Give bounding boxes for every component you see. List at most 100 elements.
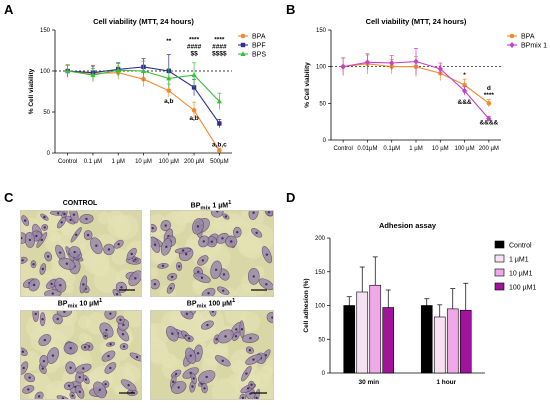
y-tick-label: 50 bbox=[318, 337, 325, 343]
significance-annotation: * bbox=[463, 72, 466, 79]
significance-annotation: $$$$ bbox=[212, 50, 227, 57]
cell-nucleus bbox=[104, 334, 107, 338]
data-point bbox=[140, 68, 147, 73]
cell-nucleus bbox=[107, 248, 111, 251]
x-tick-label: 10 µM bbox=[432, 146, 449, 152]
legend-marker bbox=[240, 51, 246, 56]
significance-annotation: $$ bbox=[190, 50, 198, 57]
x-tick-label: 100 µM bbox=[159, 159, 179, 165]
background-blot bbox=[111, 248, 128, 265]
cell-nucleus bbox=[41, 267, 45, 271]
cell-nucleus bbox=[84, 378, 88, 381]
significance-annotation: #### bbox=[212, 43, 227, 50]
cell-nucleus bbox=[265, 283, 268, 286]
cell-nucleus bbox=[200, 276, 204, 279]
x-tick-label: 200 µM bbox=[184, 159, 204, 165]
chart-b-viability: Cell viability (MTT, 24 hours) 0 50 100 150 C… bbox=[304, 17, 547, 152]
significance-annotation: &&&& bbox=[479, 120, 498, 127]
cell-nucleus bbox=[69, 218, 72, 222]
chart-title: Adhesion assay bbox=[379, 221, 437, 230]
cell-nucleus bbox=[255, 396, 258, 399]
micrograph-label-bpmix-100: BPmix 100 µM1 bbox=[186, 298, 236, 310]
cell-nucleus bbox=[78, 376, 81, 379]
cell-nucleus bbox=[224, 335, 227, 338]
background-blot bbox=[45, 269, 56, 279]
cell-nucleus bbox=[234, 335, 238, 338]
data-point bbox=[166, 75, 172, 81]
x-tick-label: 10 µM bbox=[135, 159, 152, 165]
cell-nucleus bbox=[73, 250, 76, 254]
cell-nucleus bbox=[214, 268, 218, 272]
cell-nucleus bbox=[164, 224, 167, 227]
background-blot bbox=[262, 373, 273, 385]
cell-nucleus bbox=[86, 233, 90, 237]
cell-nucleus bbox=[115, 293, 119, 296]
background-blot bbox=[201, 357, 218, 374]
cell-nucleus bbox=[43, 215, 46, 219]
cell-nucleus bbox=[56, 212, 60, 215]
cell-nucleus bbox=[82, 283, 85, 286]
cell-nucleus bbox=[120, 286, 123, 289]
x-tick-label: 200 µM bbox=[479, 146, 499, 152]
cell-nucleus bbox=[37, 395, 41, 398]
x-tick-label: 0.1 µM bbox=[84, 159, 102, 165]
cell-nucleus bbox=[121, 333, 125, 336]
cell-nucleus bbox=[127, 383, 130, 387]
cell-nucleus bbox=[221, 237, 224, 240]
cell-nucleus bbox=[109, 312, 112, 315]
cell-nucleus bbox=[41, 317, 44, 321]
legend-label: BPA bbox=[521, 34, 535, 41]
micrograph-label-bpmix-10: BPmix 10 µM1 bbox=[57, 298, 103, 310]
cell-nucleus bbox=[236, 231, 239, 234]
data-point bbox=[413, 58, 419, 65]
cell-nucleus bbox=[252, 275, 255, 278]
cell-nucleus bbox=[134, 258, 137, 261]
panel-letter-b: B bbox=[286, 2, 296, 17]
stained-cell bbox=[32, 311, 39, 323]
cell-nucleus bbox=[83, 346, 87, 349]
legend-label: BPF bbox=[252, 43, 266, 50]
legend-swatch bbox=[494, 240, 505, 249]
micrograph-label-control: CONTROL bbox=[62, 200, 98, 207]
micrograph-bpmix-1 bbox=[150, 210, 274, 297]
cell-nucleus bbox=[174, 372, 178, 376]
cell-nucleus bbox=[105, 328, 108, 332]
cell-nucleus bbox=[222, 289, 225, 292]
bar bbox=[382, 307, 395, 374]
cell-nucleus bbox=[245, 372, 248, 375]
cell-nucleus bbox=[42, 359, 46, 363]
cell-nucleus bbox=[60, 221, 63, 224]
cell-nucleus bbox=[56, 317, 59, 321]
cell-nucleus bbox=[32, 263, 35, 266]
cell-nucleus bbox=[229, 240, 233, 243]
chart-title: Cell viability (MTT, 24 hours) bbox=[93, 17, 194, 26]
cell-nucleus bbox=[46, 255, 50, 258]
cell-nucleus bbox=[34, 312, 37, 316]
cell-nucleus bbox=[59, 251, 62, 254]
micrograph-label-bpmix-1: BPmix 1 µM1 bbox=[190, 200, 232, 212]
data-point bbox=[217, 121, 222, 126]
chart-title: Cell viability (MTT, 24 hours) bbox=[366, 17, 467, 26]
cell-nucleus bbox=[95, 244, 98, 247]
cell-nucleus bbox=[50, 282, 53, 286]
cell-nucleus bbox=[177, 265, 181, 268]
background-blot bbox=[151, 268, 158, 278]
background-blot bbox=[191, 279, 202, 290]
cell-nucleus bbox=[59, 283, 62, 287]
panel-letter-d: D bbox=[286, 190, 296, 205]
legend-label: 10 µM1 bbox=[509, 271, 533, 278]
cell-nucleus bbox=[151, 226, 154, 230]
micrograph-control bbox=[20, 210, 142, 297]
cell-nucleus bbox=[21, 259, 24, 262]
significance-annotation: **** bbox=[189, 36, 200, 43]
cell-nucleus bbox=[98, 388, 102, 392]
data-point bbox=[216, 98, 222, 104]
cell-nucleus bbox=[222, 273, 226, 276]
significance-annotation: a,b bbox=[164, 98, 173, 105]
cell-nucleus bbox=[134, 277, 137, 280]
cell-nucleus bbox=[252, 358, 255, 361]
y-tick-label: 50 bbox=[319, 101, 326, 107]
cell-nucleus bbox=[161, 264, 165, 268]
background-blot bbox=[83, 334, 93, 344]
cell-nucleus bbox=[71, 394, 74, 398]
